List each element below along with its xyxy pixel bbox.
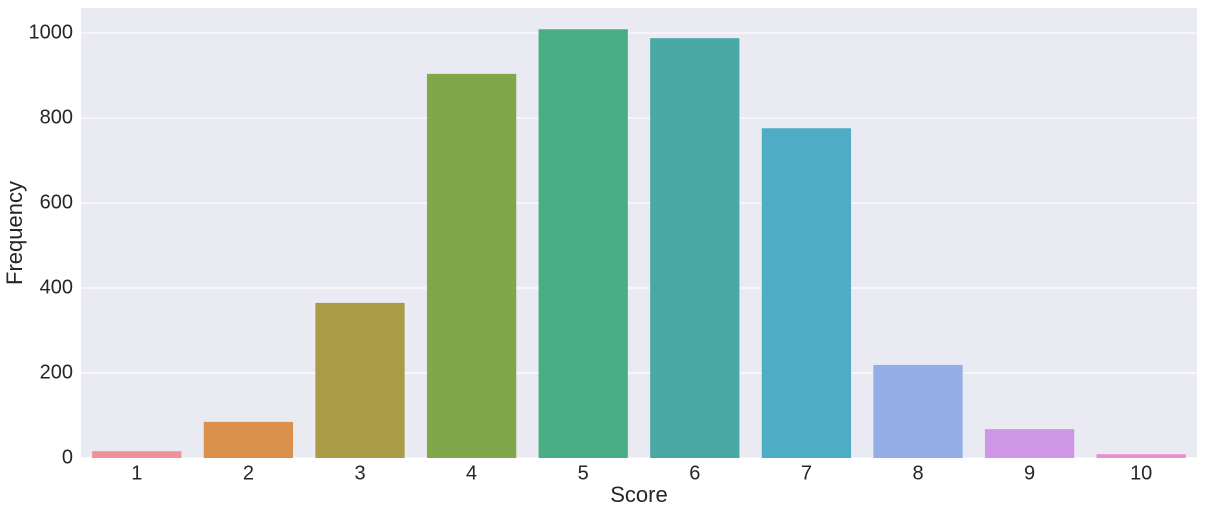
x-tick-label: 2 (243, 462, 254, 484)
bar (538, 29, 628, 458)
x-tick-label: 9 (1024, 462, 1035, 484)
x-tick-label: 1 (131, 462, 142, 484)
y-axis-label: Frequency (2, 181, 27, 285)
bar (315, 302, 405, 458)
x-tick-label: 4 (466, 462, 477, 484)
bar (426, 73, 517, 459)
y-tick-label: 200 (40, 361, 73, 383)
bar (650, 38, 740, 458)
bar (873, 364, 963, 458)
x-axis-label: Score (610, 482, 667, 507)
y-tick-label: 600 (40, 191, 73, 213)
x-tick-label: 3 (354, 462, 365, 484)
x-tick-label: 5 (578, 462, 589, 484)
plot-area (81, 8, 1197, 458)
bar (984, 429, 1075, 458)
bar (1096, 454, 1186, 458)
x-tick-label: 10 (1130, 462, 1152, 484)
x-tick-label: 8 (912, 462, 923, 484)
y-tick-label: 0 (62, 446, 73, 468)
x-tick-label: 6 (689, 462, 700, 484)
x-tick-label: 7 (801, 462, 812, 484)
bar (92, 451, 182, 458)
y-tick-label: 1000 (29, 21, 74, 43)
bar (203, 421, 294, 458)
y-tick-label: 400 (40, 276, 73, 298)
y-tick-label: 800 (40, 106, 73, 128)
bar (761, 128, 852, 459)
